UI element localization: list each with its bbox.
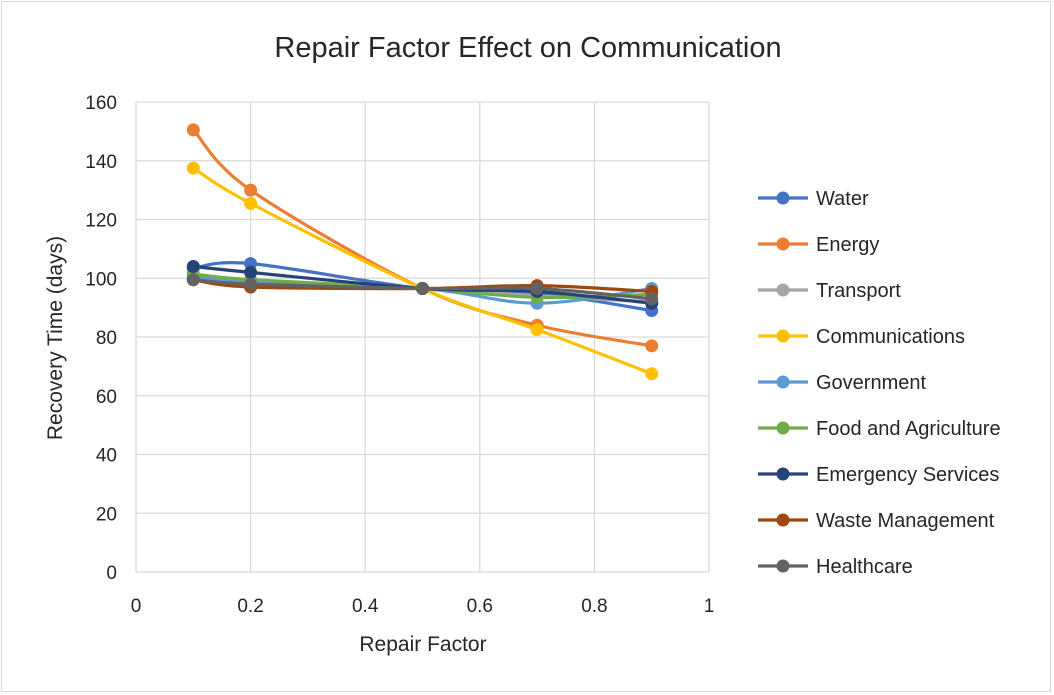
data-point-energy [645, 339, 659, 353]
legend-marker-healthcare [776, 559, 790, 573]
data-point-healthcare [530, 282, 544, 296]
series-line-energy [191, 128, 654, 348]
data-point-communications [645, 367, 659, 381]
legend-label-emergency-services: Emergency Services [816, 464, 999, 486]
legend-label-water: Water [816, 188, 869, 210]
x-axis-ticks: 0 0.2 0.4 0.6 0.8 1 [131, 596, 715, 617]
chart-title: Repair Factor Effect on Communication [274, 32, 781, 64]
data-point-communications [530, 323, 544, 337]
y-tick-label: 20 [96, 504, 117, 525]
legend-label-communications: Communications [816, 326, 965, 348]
legend-marker-government [776, 375, 790, 389]
legend-label-transport: Transport [816, 280, 901, 302]
data-point-healthcare [645, 292, 659, 306]
x-tick-label: 0.8 [581, 596, 607, 617]
y-tick-label: 80 [96, 328, 117, 349]
legend-marker-emergency-services [776, 467, 790, 481]
data-point-energy [186, 123, 200, 137]
y-tick-label: 40 [96, 446, 117, 467]
legend-label-food-and-agriculture: Food and Agriculture [816, 418, 1001, 440]
plot-grid [135, 101, 710, 573]
y-tick-label: 160 [85, 93, 117, 114]
data-point-healthcare [186, 273, 200, 287]
x-tick-label: 0.4 [352, 596, 379, 617]
x-tick-label: 1 [704, 596, 715, 617]
data-point-healthcare [416, 282, 429, 296]
y-tick-label: 60 [96, 387, 117, 408]
series-points [186, 123, 659, 381]
data-point-communications [244, 196, 258, 210]
y-tick-label: 100 [85, 269, 117, 290]
data-point-energy [244, 183, 258, 197]
legend-label-healthcare: Healthcare [816, 556, 913, 578]
legend-label-energy: Energy [816, 234, 879, 256]
legend: Water Energy Transport Communications Govern… [758, 188, 1001, 578]
legend-label-waste-management: Waste Management [816, 510, 995, 532]
data-point-communications [186, 161, 200, 175]
y-axis-title: Recovery Time (days) [44, 236, 67, 440]
x-tick-label: 0 [131, 596, 142, 617]
legend-label-government: Government [816, 372, 926, 394]
y-tick-label: 120 [85, 211, 117, 232]
legend-marker-communications [776, 329, 790, 343]
legend-marker-waste-management [776, 513, 790, 527]
x-tick-label: 0.6 [467, 596, 493, 617]
legend-marker-water [776, 191, 790, 205]
y-tick-label: 0 [106, 563, 117, 584]
data-point-emergency-services [186, 260, 200, 273]
y-axis-ticks: 0 20 40 60 80 100 120 140 160 [85, 93, 117, 584]
legend-marker-energy [776, 237, 790, 251]
data-point-healthcare [244, 277, 258, 291]
legend-marker-food-and-agriculture [776, 421, 790, 435]
legend-marker-transport [776, 283, 790, 297]
y-tick-label: 140 [85, 152, 117, 173]
x-axis-title: Repair Factor [359, 633, 486, 656]
x-tick-label: 0.2 [237, 596, 263, 617]
data-point-emergency-services [244, 265, 258, 279]
